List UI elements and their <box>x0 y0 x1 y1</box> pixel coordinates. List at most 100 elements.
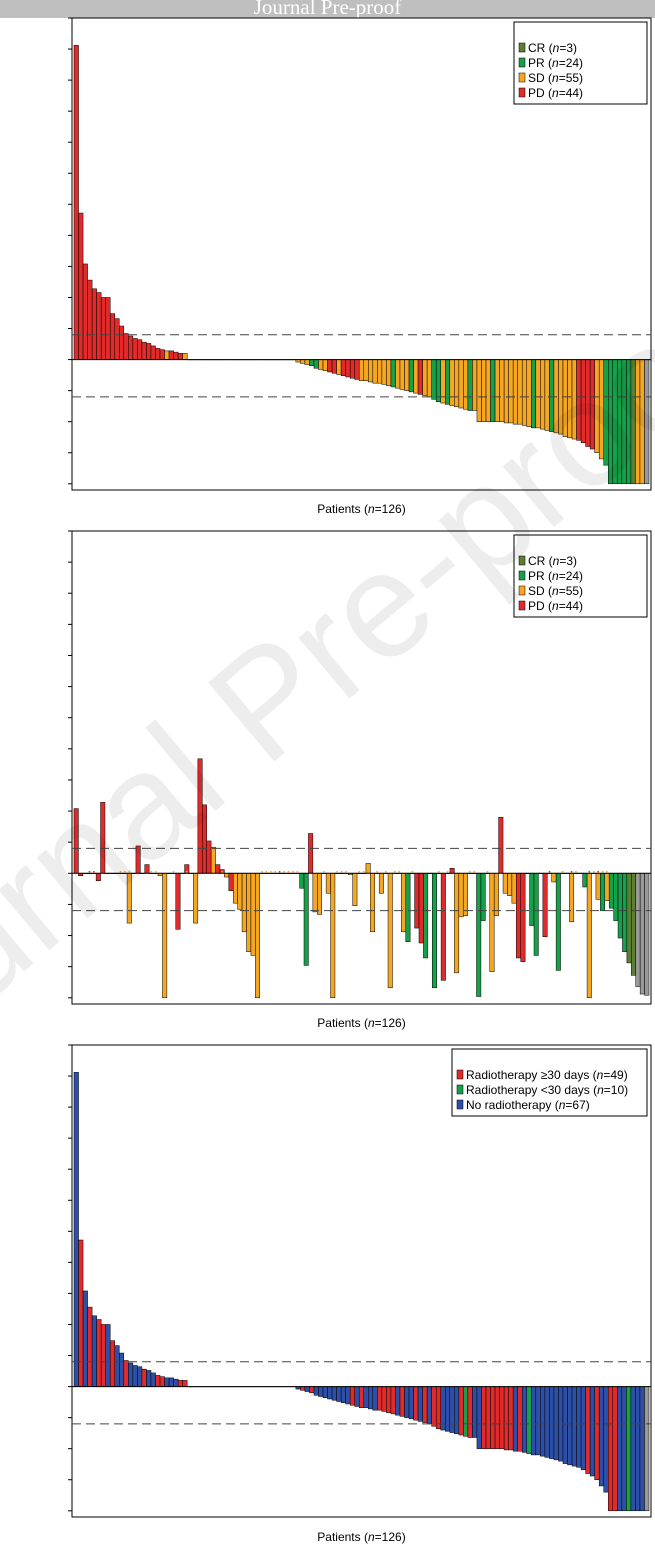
panel-c-bar <box>408 1386 414 1420</box>
panel-b-bar <box>224 873 230 878</box>
panel-b-bar <box>241 873 247 933</box>
panel-a-bar <box>155 348 161 360</box>
panel-a-bar <box>589 359 595 450</box>
panel-c-bar <box>82 1290 88 1387</box>
journal-header-text: Journal Pre-proof <box>253 0 402 19</box>
panel-c-bar <box>517 1386 523 1452</box>
panel-c-bar <box>617 1386 623 1512</box>
panel-c-bar <box>173 1378 179 1387</box>
panel-b-bar <box>622 873 628 952</box>
panel-b-bar <box>206 840 212 874</box>
panel-a-bar <box>463 359 469 410</box>
panel-a-bar <box>345 359 351 378</box>
panel-b-bar <box>95 873 101 882</box>
panel-a-bar <box>141 341 147 360</box>
panel-b-bar <box>325 873 331 894</box>
panel-a-legend-swatch-sd <box>518 72 526 83</box>
panel-a-bar <box>585 359 591 447</box>
panel-b-bar <box>502 873 508 894</box>
panel-b-bar <box>617 873 623 939</box>
panel-c-bar <box>377 1386 383 1411</box>
panel-a-bar <box>91 288 97 360</box>
panel-b-marker-dot <box>88 870 91 873</box>
panel-c-bar <box>87 1306 93 1387</box>
panel-b-bar <box>489 873 495 972</box>
panel-b-bar <box>210 846 216 874</box>
panel-c-bar <box>594 1386 600 1480</box>
panel-a-bar <box>313 359 319 369</box>
panel-c-bar <box>499 1386 505 1449</box>
panel-b-marker-dot <box>411 870 414 873</box>
panel-b-marker-dot <box>376 870 378 873</box>
panel-a-bar <box>82 263 88 360</box>
panel-b-bar <box>555 873 561 971</box>
chart-panel-c: Patients (n=126) Radiotherapy ≥30 days (n… <box>68 1044 652 1544</box>
panel-a-bar <box>454 359 460 408</box>
panel-a-bar <box>635 359 641 485</box>
panel-a-bar <box>146 343 152 360</box>
panel-b-bar <box>228 873 234 891</box>
panel-c-bar <box>413 1386 419 1421</box>
panel-c-bar <box>327 1386 333 1400</box>
panel-c-bar <box>417 1386 423 1422</box>
panel-a-bar <box>576 359 582 441</box>
panel-c-bar <box>449 1386 455 1433</box>
panel-a-bar <box>87 279 93 360</box>
panel-a-bar <box>119 325 125 360</box>
panel-b-bar <box>569 873 575 923</box>
panel-c-bar <box>580 1386 586 1471</box>
panel-b-bar <box>644 873 650 996</box>
panel-a-legend-entry-pd: PD (n=44) <box>528 86 583 100</box>
panel-c-bar <box>368 1386 374 1410</box>
panel-b-bar <box>551 873 557 883</box>
panel-b-bar <box>516 873 521 959</box>
panel-b-plot-frame <box>71 530 652 1005</box>
panel-c-bar <box>571 1386 577 1467</box>
panel-b-bar <box>493 873 499 916</box>
panel-c-bar <box>540 1386 546 1457</box>
panel-c-bar <box>354 1386 360 1407</box>
panel-b-marker-dot <box>278 870 281 873</box>
panel-a-bar <box>327 359 333 373</box>
panel-c-bar <box>463 1386 469 1437</box>
panel-c-bar <box>340 1386 346 1403</box>
panel-c-bar <box>363 1386 369 1408</box>
panel-a-bar <box>512 359 518 425</box>
panel-c-bar <box>467 1386 473 1438</box>
panel-a-bar <box>639 359 645 485</box>
panel-a-bar <box>336 359 342 375</box>
panel-b-bar <box>215 864 221 874</box>
panel-c-bar <box>494 1386 500 1449</box>
panel-b-marker-dot <box>154 870 157 873</box>
panel-a-bar <box>531 359 537 429</box>
panel-a-legend-swatch-pd <box>518 87 526 98</box>
panel-a-bar <box>571 359 577 440</box>
panel-b-bar <box>175 873 181 930</box>
panel-a-bar <box>445 359 451 405</box>
panel-c-bar <box>535 1386 541 1456</box>
panel-c-bar <box>128 1362 134 1387</box>
panel-c-bar <box>431 1386 437 1427</box>
panel-c-bar <box>621 1386 627 1512</box>
panel-a-bar <box>562 359 568 437</box>
panel-b-bar <box>237 873 243 910</box>
panel-a-bar <box>300 359 306 364</box>
panel-b-bar <box>312 873 318 913</box>
panel-a-bar <box>481 359 487 422</box>
panel-a-bar <box>413 359 419 394</box>
panel-b-bar <box>100 802 106 874</box>
panel-b-marker-dot <box>150 870 153 873</box>
panel-c-bar <box>612 1386 618 1512</box>
panel-c-bar <box>454 1386 460 1435</box>
panel-a-x-axis-label: Patients (n=126) <box>317 502 405 516</box>
panel-c-bar <box>544 1386 550 1458</box>
panel-c-bar <box>576 1386 582 1468</box>
panel-b-marker-dot <box>601 870 604 873</box>
panel-b-bar <box>454 873 460 974</box>
panel-a-bar <box>485 359 491 422</box>
panel-b-bar <box>246 873 252 952</box>
panel-a-bar <box>499 359 505 422</box>
panel-a-legend-box <box>513 21 648 105</box>
panel-a-bar <box>580 359 586 444</box>
chart-panel-a: Patients (n=126) CR (n=3)PR (n=24)SD (n=5… <box>68 17 652 516</box>
